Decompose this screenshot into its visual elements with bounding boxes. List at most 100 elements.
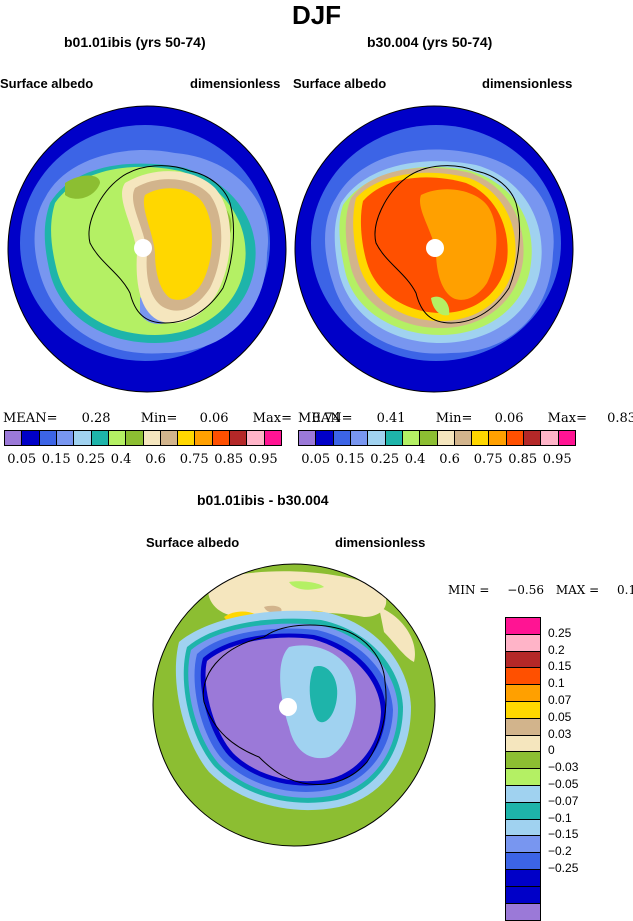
colorbar-tick-label: 0.95 [542, 452, 572, 467]
colorbar-tick-label: 0.85 [214, 452, 244, 467]
diff-panel-units-label: dimensionless [335, 535, 426, 550]
colorbar-swatch [39, 431, 57, 445]
panel-2-stats: MEAN= 0.41 Min= 0.06 Max= 0.83 [298, 411, 633, 426]
colorbar-tick-label: 0.15 [335, 452, 365, 467]
colorbar-tick-label: 0.07 [548, 693, 572, 707]
panel-1-units-label: dimensionless [190, 76, 281, 91]
colorbar-swatch [506, 819, 540, 837]
panel-1-mean-label: MEAN= [3, 411, 58, 426]
colorbar-swatch [472, 431, 490, 445]
panel-1-min-label: Min= [140, 411, 178, 426]
colorbar-swatch [247, 431, 265, 445]
panel-2-title: b30.004 (yrs 50-74) [367, 34, 493, 50]
map-diff-panel [152, 563, 436, 847]
colorbar-swatch [420, 431, 438, 445]
colorbar-swatch [91, 431, 109, 445]
panel-1-stats: MEAN= 0.28 Min= 0.06 Max= 0.74 [3, 411, 341, 426]
panel-1-variable-label: Surface albedo [0, 76, 94, 91]
colorbar-swatch [524, 431, 542, 445]
colorbar-tick-label: 0.6 [439, 452, 460, 467]
colorbar-diff [505, 617, 541, 921]
colorbar-swatch [454, 431, 473, 445]
colorbar-swatch [506, 431, 525, 445]
panel-2-min-value: 0.06 [494, 411, 524, 426]
colorbar-swatch [506, 769, 540, 786]
colorbar-tick-label: 0.6 [145, 452, 166, 467]
panel-1-min-value: 0.06 [199, 411, 229, 426]
colorbar-swatch [506, 903, 540, 921]
colorbar-swatch [506, 634, 540, 652]
colorbar-tick-label: −0.2 [548, 844, 572, 859]
colorbar-swatch [506, 651, 540, 669]
panel-1-title: b01.01ibis (yrs 50-74) [64, 34, 206, 50]
colorbar-tick-label: 0.75 [473, 452, 503, 467]
colorbar-swatch [22, 431, 40, 445]
colorbar-tick-label: 0.25 [76, 452, 106, 467]
panel-2-max-value: 0.83 [607, 411, 633, 426]
colorbar-tick-label: 0.05 [301, 452, 331, 467]
colorbar-swatch [506, 618, 540, 635]
colorbar-tick-label: 0.25 [370, 452, 400, 467]
colorbar-tick-label: 0.25 [548, 625, 572, 640]
colorbar-swatch [350, 431, 369, 445]
colorbar-swatch [316, 431, 334, 445]
colorbar-tick-label: −0.03 [548, 760, 579, 775]
colorbar-panel-2 [298, 430, 576, 446]
colorbar-swatch [506, 886, 540, 904]
colorbar-tick-label: −0.25 [548, 861, 579, 875]
colorbar-panel-2-ticks: 0.05 0.15 0.25 0.4 0.6 0.75 0.85 0.95 [298, 452, 574, 468]
colorbar-swatch [506, 802, 540, 820]
colorbar-swatch [489, 431, 507, 445]
colorbar-tick-label: −0.05 [548, 777, 579, 791]
panel-1-max-label: Max= [252, 411, 292, 426]
panel-2-variable-label: Surface albedo [293, 76, 387, 91]
colorbar-tick-label: −0.1 [548, 810, 572, 825]
colorbar-swatch [541, 431, 559, 445]
colorbar-swatch [506, 718, 540, 736]
colorbar-tick-label: 0 [548, 743, 555, 758]
colorbar-swatch [368, 431, 386, 445]
colorbar-swatch [143, 431, 161, 445]
colorbar-tick-label: 0.15 [41, 452, 71, 467]
colorbar-panel-1 [4, 430, 282, 446]
panel-2-units-label: dimensionless [482, 76, 573, 91]
diff-max-value: 0.11 [617, 583, 633, 597]
diff-panel-title: b01.01ibis - b30.004 [197, 492, 329, 508]
colorbar-tick-label: 0.1 [548, 676, 565, 691]
diff-panel-variable-label: Surface albedo [146, 535, 240, 550]
colorbar-tick-label: 0.4 [110, 452, 132, 467]
colorbar-swatch [437, 431, 455, 445]
diff-max-label: MAX = [555, 583, 600, 597]
colorbar-swatch [506, 785, 540, 803]
colorbar-swatch [333, 431, 351, 445]
colorbar-swatch [195, 431, 213, 445]
colorbar-swatch [5, 431, 23, 445]
panel-2-max-label: Max= [547, 411, 587, 426]
colorbar-tick-label: −0.07 [548, 793, 579, 808]
colorbar-swatch [385, 431, 403, 445]
colorbar-tick-label: 0.15 [548, 659, 572, 674]
colorbar-swatch [506, 752, 540, 770]
colorbar-swatch [299, 431, 317, 445]
main-title: DJF [291, 0, 342, 30]
colorbar-swatch [126, 431, 144, 445]
colorbar-swatch [402, 431, 421, 445]
panel-1-mean-value: 0.28 [81, 411, 111, 426]
panel-2-mean-value: 0.41 [376, 411, 406, 426]
panel-2-mean-label: MEAN= [298, 411, 353, 426]
colorbar-swatch [212, 431, 231, 445]
colorbar-tick-label: 0.05 [7, 452, 37, 467]
diff-min-value: −0.56 [507, 583, 545, 597]
colorbar-tick-label: 0.05 [548, 709, 572, 724]
colorbar-swatch [506, 668, 540, 686]
colorbar-swatch [108, 431, 127, 445]
colorbar-tick-label: −0.15 [548, 827, 579, 842]
map-panel-1 [7, 105, 287, 393]
map-panel-2 [294, 105, 574, 393]
colorbar-swatch [74, 431, 92, 445]
colorbar-swatch [230, 431, 248, 445]
colorbar-swatch [264, 431, 281, 445]
colorbar-tick-label: 0.85 [508, 452, 538, 467]
colorbar-swatch [56, 431, 75, 445]
colorbar-swatch [506, 853, 540, 870]
